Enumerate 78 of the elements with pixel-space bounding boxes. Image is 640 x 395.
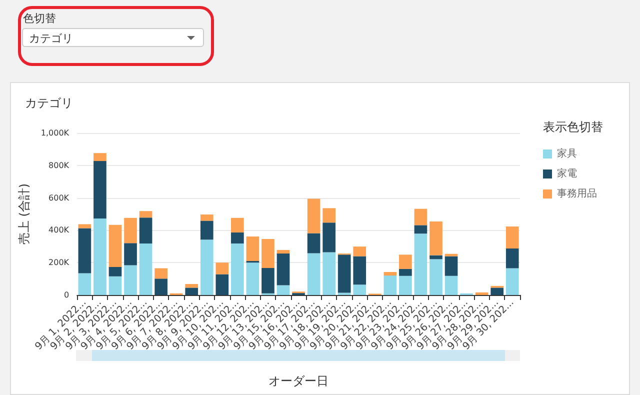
legend-label: 家具: [557, 148, 577, 160]
bar: [231, 243, 244, 295]
bar: [231, 218, 244, 232]
bar: [307, 233, 320, 254]
bar: [231, 232, 244, 244]
bar: [94, 153, 106, 162]
legend-title: 表示色切替: [543, 120, 603, 134]
bar: [506, 226, 519, 249]
bar: [506, 248, 519, 268]
bar: [414, 208, 428, 226]
bar: [185, 284, 198, 288]
bar: [353, 256, 366, 285]
bar: [430, 255, 442, 260]
bar: [490, 288, 504, 295]
bar: [154, 278, 168, 295]
y-tick-label: 1,000K: [40, 128, 70, 138]
y-tick-label: 400K: [48, 226, 70, 235]
bar: [399, 254, 412, 269]
bar: [338, 254, 351, 293]
bar: [185, 288, 198, 295]
bar: [94, 161, 106, 219]
y-tick-label: 800K: [48, 160, 70, 170]
bar: [384, 276, 397, 295]
legend-label: 事務用品: [557, 188, 597, 200]
bar: [108, 276, 122, 295]
bar: [276, 254, 290, 286]
bar: [414, 234, 428, 295]
bar: [246, 236, 260, 261]
y-tick-label: 0: [64, 290, 70, 300]
bar: [124, 218, 137, 244]
x-axis-title: オーダー日: [268, 374, 329, 388]
bar: [475, 292, 488, 295]
bar: [154, 268, 168, 279]
bar: [78, 273, 92, 295]
y-axis-title: 売上 (合計): [17, 183, 31, 245]
bar: [124, 265, 137, 295]
bar: [399, 276, 412, 295]
chart-title: カテゴリ: [25, 96, 73, 110]
bar: [78, 224, 92, 228]
bar: [444, 256, 458, 276]
bar: [262, 238, 274, 268]
bar: [108, 224, 122, 267]
bar: [506, 268, 519, 295]
bar: [276, 250, 290, 254]
bar: [200, 240, 214, 295]
legend-label: 家電: [557, 168, 577, 180]
y-tick-label: 200K: [48, 258, 70, 268]
bar: [276, 285, 290, 295]
bar: [322, 252, 336, 295]
y-tick-label: 600K: [48, 193, 70, 202]
bar: [139, 211, 152, 218]
bar: [307, 253, 320, 295]
bar: [139, 218, 152, 244]
bar: [384, 272, 397, 276]
bar: [444, 276, 458, 295]
bar: [200, 220, 214, 240]
bar: [216, 274, 229, 295]
bar: [139, 243, 152, 295]
bar: [94, 218, 106, 295]
bar: [108, 266, 122, 276]
bar: [399, 268, 412, 276]
bar: [353, 284, 366, 295]
bar: [200, 214, 214, 221]
bar: [430, 221, 442, 256]
bar: [78, 228, 92, 274]
text: カテゴリ: [29, 32, 73, 45]
bar: [262, 268, 274, 294]
bar: [124, 243, 137, 266]
bar: [322, 222, 336, 252]
bar: [307, 198, 320, 234]
bar: [353, 246, 366, 256]
bar: [216, 262, 229, 274]
text: 色切替: [23, 11, 56, 26]
bar: [430, 259, 442, 295]
bar: [322, 208, 336, 223]
bar: [414, 225, 428, 234]
bar: [444, 254, 458, 256]
bar: [246, 262, 260, 295]
